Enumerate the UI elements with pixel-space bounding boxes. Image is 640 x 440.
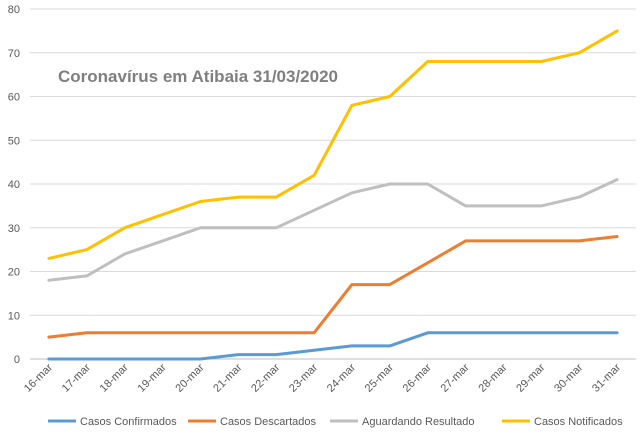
- series-line-0: [47, 331, 619, 361]
- x-tick-label: 19-mar: [136, 361, 169, 394]
- x-tick-label: 25-mar: [363, 361, 396, 394]
- series-line-1: [47, 235, 619, 339]
- y-tick-label: 80: [8, 4, 20, 16]
- x-tick-label: 16-mar: [22, 361, 55, 394]
- x-tick-label: 22-mar: [249, 361, 282, 394]
- x-tick-label: 31-mar: [590, 361, 623, 394]
- x-tick-label: 18-mar: [98, 361, 131, 394]
- x-tick-label: 26-mar: [401, 361, 434, 394]
- x-tick-label: 28-mar: [476, 361, 509, 394]
- y-axis-ticks: 0 10 20 30 40 50 60 70 80: [8, 4, 20, 366]
- y-tick-label: 20: [8, 267, 20, 279]
- y-tick-label: 10: [8, 310, 20, 322]
- x-tick-label: 24-mar: [325, 361, 358, 394]
- x-tick-label: 23-mar: [287, 361, 320, 394]
- y-tick-label: 70: [8, 48, 20, 60]
- x-axis-ticks: 16-mar 17-mar 18-mar 19-mar 20-mar 21-mar 22-m…: [22, 361, 623, 394]
- y-tick-label: 40: [8, 179, 20, 191]
- series-lines: [47, 29, 619, 361]
- chart-title: Coronavírus em Atibaia 31/03/2020: [58, 67, 338, 86]
- legend-label: Casos Descartados: [220, 416, 316, 428]
- x-tick-label: 29-mar: [514, 361, 547, 394]
- legend-label: Casos Notificados: [534, 416, 623, 428]
- legend-label: Aguardando Resultado: [362, 416, 475, 428]
- x-tick-label: 27-mar: [439, 361, 472, 394]
- y-tick-label: 0: [14, 354, 20, 366]
- y-tick-label: 60: [8, 92, 20, 104]
- x-tick-label: 17-mar: [60, 361, 93, 394]
- x-tick-label: 21-mar: [211, 361, 244, 394]
- x-tick-label: 20-mar: [173, 361, 206, 394]
- legend-label: Casos Confirmados: [80, 416, 177, 428]
- series-line-3: [47, 29, 619, 260]
- y-tick-label: 50: [8, 135, 20, 147]
- x-tick-label: 30-mar: [552, 361, 585, 394]
- series-line-2: [47, 178, 619, 282]
- y-tick-label: 30: [8, 223, 20, 235]
- legend: Casos Confirmados Casos Descartados Aguard…: [48, 416, 623, 428]
